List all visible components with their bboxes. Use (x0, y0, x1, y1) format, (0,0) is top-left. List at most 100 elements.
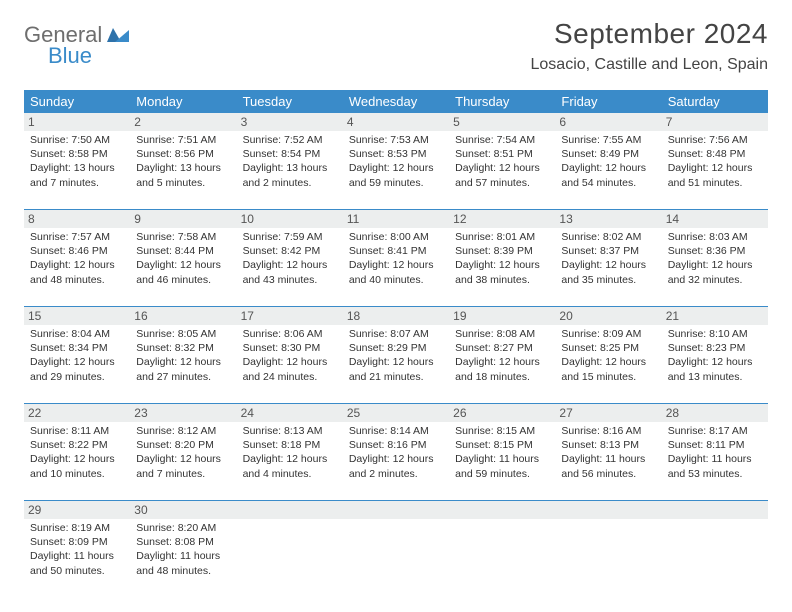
daynum-row: 891011121314 (24, 210, 768, 228)
daylight-text: Daylight: 12 hours and 21 minutes. (349, 355, 443, 383)
day-number: 24 (237, 404, 343, 422)
daylight-text: Daylight: 12 hours and 51 minutes. (668, 161, 762, 189)
day-number (662, 501, 768, 519)
month-title: September 2024 (531, 18, 769, 50)
sunrise-text: Sunrise: 7:57 AM (30, 230, 124, 244)
day-cell: Sunrise: 8:06 AMSunset: 8:30 PMDaylight:… (237, 325, 343, 403)
day-cell: Sunrise: 8:11 AMSunset: 8:22 PMDaylight:… (24, 422, 130, 500)
sunset-text: Sunset: 8:32 PM (136, 341, 230, 355)
day-details: Sunrise: 7:58 AMSunset: 8:44 PMDaylight:… (134, 228, 232, 287)
daylight-text: Daylight: 12 hours and 54 minutes. (561, 161, 655, 189)
sunrise-text: Sunrise: 8:08 AM (455, 327, 549, 341)
day-number: 6 (555, 113, 661, 131)
daylight-text: Daylight: 12 hours and 40 minutes. (349, 258, 443, 286)
day-number: 28 (662, 404, 768, 422)
day-details: Sunrise: 7:59 AMSunset: 8:42 PMDaylight:… (241, 228, 339, 287)
daylight-text: Daylight: 12 hours and 2 minutes. (349, 452, 443, 480)
day-number: 29 (24, 501, 130, 519)
day-details: Sunrise: 8:15 AMSunset: 8:15 PMDaylight:… (453, 422, 551, 481)
day-details: Sunrise: 8:14 AMSunset: 8:16 PMDaylight:… (347, 422, 445, 481)
sunset-text: Sunset: 8:41 PM (349, 244, 443, 258)
day-cell: Sunrise: 8:15 AMSunset: 8:15 PMDaylight:… (449, 422, 555, 500)
day-number: 25 (343, 404, 449, 422)
sunset-text: Sunset: 8:53 PM (349, 147, 443, 161)
sunrise-text: Sunrise: 8:00 AM (349, 230, 443, 244)
day-cell: Sunrise: 7:53 AMSunset: 8:53 PMDaylight:… (343, 131, 449, 209)
day-body-row: Sunrise: 7:57 AMSunset: 8:46 PMDaylight:… (24, 228, 768, 306)
sunset-text: Sunset: 8:30 PM (243, 341, 337, 355)
sunrise-text: Sunrise: 8:20 AM (136, 521, 230, 535)
logo-text-block: General Blue (24, 24, 129, 67)
sunrise-text: Sunrise: 8:14 AM (349, 424, 443, 438)
sunset-text: Sunset: 8:42 PM (243, 244, 337, 258)
daylight-text: Daylight: 12 hours and 13 minutes. (668, 355, 762, 383)
sunrise-text: Sunrise: 8:09 AM (561, 327, 655, 341)
sunrise-text: Sunrise: 7:55 AM (561, 133, 655, 147)
day-number: 1 (24, 113, 130, 131)
day-number: 4 (343, 113, 449, 131)
day-cell: Sunrise: 7:54 AMSunset: 8:51 PMDaylight:… (449, 131, 555, 209)
day-cell: Sunrise: 7:51 AMSunset: 8:56 PMDaylight:… (130, 131, 236, 209)
weekday-header: Friday (555, 90, 661, 113)
weekday-header: Tuesday (237, 90, 343, 113)
sunset-text: Sunset: 8:37 PM (561, 244, 655, 258)
sunrise-text: Sunrise: 8:19 AM (30, 521, 124, 535)
day-cell-empty (237, 519, 343, 597)
sunrise-text: Sunrise: 8:06 AM (243, 327, 337, 341)
day-details: Sunrise: 8:09 AMSunset: 8:25 PMDaylight:… (559, 325, 657, 384)
sunrise-text: Sunrise: 7:52 AM (243, 133, 337, 147)
day-number: 22 (24, 404, 130, 422)
daylight-text: Daylight: 12 hours and 10 minutes. (30, 452, 124, 480)
day-details: Sunrise: 8:20 AMSunset: 8:08 PMDaylight:… (134, 519, 232, 578)
day-details: Sunrise: 8:03 AMSunset: 8:36 PMDaylight:… (666, 228, 764, 287)
day-cell: Sunrise: 8:07 AMSunset: 8:29 PMDaylight:… (343, 325, 449, 403)
week-row: 22232425262728Sunrise: 8:11 AMSunset: 8:… (24, 404, 768, 501)
day-cell: Sunrise: 8:12 AMSunset: 8:20 PMDaylight:… (130, 422, 236, 500)
sunset-text: Sunset: 8:49 PM (561, 147, 655, 161)
day-details: Sunrise: 7:57 AMSunset: 8:46 PMDaylight:… (28, 228, 126, 287)
day-number: 26 (449, 404, 555, 422)
day-cell: Sunrise: 7:56 AMSunset: 8:48 PMDaylight:… (662, 131, 768, 209)
sunrise-text: Sunrise: 7:54 AM (455, 133, 549, 147)
day-details: Sunrise: 8:11 AMSunset: 8:22 PMDaylight:… (28, 422, 126, 481)
weekday-header: Monday (130, 90, 236, 113)
sunrise-text: Sunrise: 8:17 AM (668, 424, 762, 438)
daylight-text: Daylight: 12 hours and 43 minutes. (243, 258, 337, 286)
sunrise-text: Sunrise: 8:10 AM (668, 327, 762, 341)
weekday-header: Thursday (449, 90, 555, 113)
sunrise-text: Sunrise: 8:12 AM (136, 424, 230, 438)
sunrise-text: Sunrise: 8:02 AM (561, 230, 655, 244)
day-details: Sunrise: 8:01 AMSunset: 8:39 PMDaylight:… (453, 228, 551, 287)
sunrise-text: Sunrise: 8:04 AM (30, 327, 124, 341)
day-cell: Sunrise: 7:52 AMSunset: 8:54 PMDaylight:… (237, 131, 343, 209)
sunrise-text: Sunrise: 8:16 AM (561, 424, 655, 438)
daylight-text: Daylight: 12 hours and 27 minutes. (136, 355, 230, 383)
day-details: Sunrise: 8:19 AMSunset: 8:09 PMDaylight:… (28, 519, 126, 578)
location: Losacio, Castille and Leon, Spain (531, 56, 769, 74)
logo-word-blue: Blue (48, 45, 129, 67)
weekday-header: Saturday (662, 90, 768, 113)
sunset-text: Sunset: 8:09 PM (30, 535, 124, 549)
sunrise-text: Sunrise: 7:56 AM (668, 133, 762, 147)
daylight-text: Daylight: 12 hours and 48 minutes. (30, 258, 124, 286)
day-cell: Sunrise: 8:04 AMSunset: 8:34 PMDaylight:… (24, 325, 130, 403)
day-cell: Sunrise: 8:08 AMSunset: 8:27 PMDaylight:… (449, 325, 555, 403)
day-number: 15 (24, 307, 130, 325)
sunset-text: Sunset: 8:22 PM (30, 438, 124, 452)
sunset-text: Sunset: 8:54 PM (243, 147, 337, 161)
sunset-text: Sunset: 8:18 PM (243, 438, 337, 452)
sunset-text: Sunset: 8:25 PM (561, 341, 655, 355)
day-number: 27 (555, 404, 661, 422)
sunrise-text: Sunrise: 7:59 AM (243, 230, 337, 244)
sunset-text: Sunset: 8:51 PM (455, 147, 549, 161)
sunset-text: Sunset: 8:46 PM (30, 244, 124, 258)
day-cell: Sunrise: 7:50 AMSunset: 8:58 PMDaylight:… (24, 131, 130, 209)
day-number: 12 (449, 210, 555, 228)
day-cell: Sunrise: 8:20 AMSunset: 8:08 PMDaylight:… (130, 519, 236, 597)
sunrise-text: Sunrise: 7:50 AM (30, 133, 124, 147)
day-cell: Sunrise: 8:14 AMSunset: 8:16 PMDaylight:… (343, 422, 449, 500)
day-details: Sunrise: 7:56 AMSunset: 8:48 PMDaylight:… (666, 131, 764, 190)
day-details: Sunrise: 8:00 AMSunset: 8:41 PMDaylight:… (347, 228, 445, 287)
header: General Blue September 2024 Losacio, Cas… (24, 18, 768, 74)
sunset-text: Sunset: 8:23 PM (668, 341, 762, 355)
